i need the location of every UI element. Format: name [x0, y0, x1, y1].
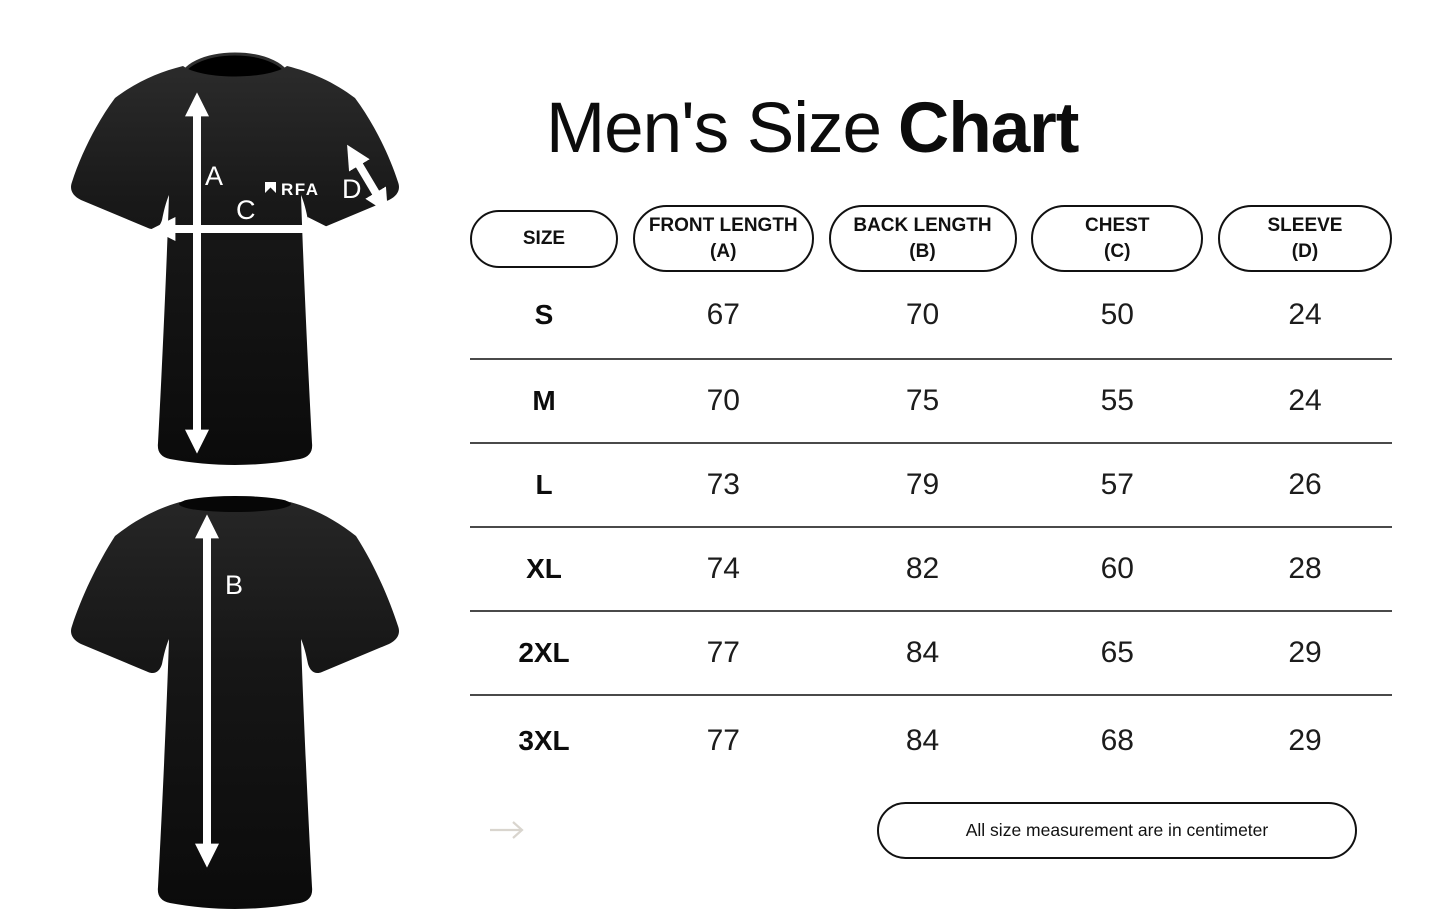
cell-front-length: 77: [706, 724, 740, 757]
cell-size: 3XL: [518, 725, 570, 756]
cell-back-length: 75: [905, 384, 940, 417]
cell-front-length: 77: [706, 636, 740, 669]
cell-chest: 68: [1100, 724, 1134, 757]
table-row-3xl: 3XL 77 84 68 29: [470, 696, 1392, 786]
label-b: B: [225, 570, 243, 600]
cell-sleeve: 28: [1288, 552, 1322, 585]
cell-front-length: 67: [706, 298, 740, 331]
cell-back-length: 79: [905, 468, 940, 501]
table-header-row: SIZE FRONT LENGTH (A) BACK LENGTH (B) CH…: [470, 205, 1392, 272]
cell-size: 2XL: [518, 637, 570, 668]
cell-chest: 55: [1100, 384, 1134, 417]
column-header-back-length: BACK LENGTH (B): [828, 205, 1017, 272]
tshirt-front-figure: RFA A C D: [71, 52, 399, 465]
size-chart-table: SIZE FRONT LENGTH (A) BACK LENGTH (B) CH…: [470, 205, 1392, 786]
table-body: S 67 70 50 24 M 70 75 55 24 L 73 79 57 2…: [470, 272, 1392, 786]
cell-back-length: 84: [905, 724, 940, 757]
cell-chest: 50: [1100, 298, 1134, 331]
sleeve-arrow: [347, 144, 388, 214]
cell-sleeve: 26: [1288, 468, 1322, 501]
table-row-m: M 70 75 55 24: [470, 360, 1392, 444]
page-title: Men's Size Chart: [546, 89, 1079, 168]
tshirt-front-body: [71, 66, 399, 465]
footnote-text: All size measurement are in centimeter: [965, 820, 1269, 840]
title-regular: Men's Size: [546, 89, 882, 168]
cell-back-length: 82: [905, 552, 940, 585]
label-c: C: [236, 195, 256, 225]
table-row-xl: XL 74 82 60 28: [470, 528, 1392, 612]
back-collar: [179, 496, 291, 512]
label-a: A: [205, 161, 223, 191]
table-row-2xl: 2XL 77 84 65 29: [470, 612, 1392, 696]
cell-chest: 60: [1100, 552, 1134, 585]
cell-sleeve: 29: [1288, 724, 1322, 757]
footnote-pill: All size measurement are in centimeter: [877, 802, 1357, 859]
column-header-sleeve: SLEEVE (D): [1218, 205, 1392, 272]
table-row-s: S 67 70 50 24: [470, 272, 1392, 360]
cell-size: XL: [526, 553, 562, 584]
cell-back-length: 84: [905, 636, 940, 669]
column-header-front-length: FRONT LENGTH (A): [632, 205, 814, 272]
column-header-chest: CHEST (C): [1031, 205, 1204, 272]
label-d: D: [342, 174, 362, 204]
cell-front-length: 74: [706, 552, 740, 585]
cell-size: L: [535, 469, 553, 500]
table-row-l: L 73 79 57 26: [470, 444, 1392, 528]
cell-chest: 65: [1100, 636, 1134, 669]
rfa-logo-icon: [265, 182, 276, 193]
tshirt-back-body: [71, 502, 399, 909]
right-arrow-icon: [490, 821, 524, 839]
cell-sleeve: 29: [1288, 636, 1322, 669]
rfa-logo-text: RFA: [281, 180, 320, 199]
cell-size: S: [534, 299, 554, 330]
cell-sleeve: 24: [1288, 298, 1322, 331]
tshirt-back-figure: B: [71, 496, 399, 909]
title-bold: Chart: [898, 89, 1079, 168]
cell-chest: 57: [1100, 468, 1134, 501]
cell-size: M: [532, 385, 556, 416]
column-header-size: SIZE: [470, 209, 618, 268]
cell-front-length: 70: [706, 384, 740, 417]
cell-front-length: 73: [706, 468, 740, 501]
cell-back-length: 70: [905, 298, 940, 331]
cell-sleeve: 24: [1288, 384, 1322, 417]
